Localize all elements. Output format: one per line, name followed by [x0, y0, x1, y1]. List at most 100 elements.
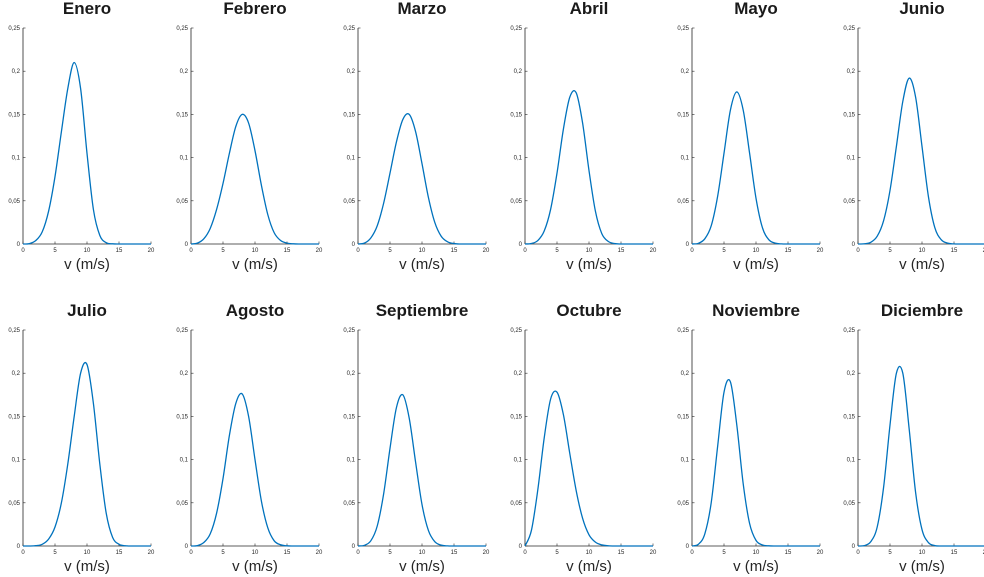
data-point [691, 545, 692, 546]
x-axis-label: v (m/s) [899, 256, 945, 273]
data-point [242, 393, 243, 394]
x-tick-label: 10 [919, 550, 926, 556]
y-tick-label: 0,05 [510, 199, 522, 205]
data-point [229, 153, 230, 154]
data-point [595, 542, 596, 543]
data-point [190, 545, 191, 546]
subplot-septiembre: Septiembre 0 0,05 0,1 0,15 0,2 0,25 0 5 10 15 20 v (… [343, 301, 490, 575]
subplot-title: Septiembre [376, 301, 469, 320]
data-point [717, 196, 718, 197]
data-point [800, 545, 801, 546]
data-point [813, 545, 814, 546]
y-tick-label: 0,1 [681, 156, 690, 162]
data-point [370, 237, 371, 238]
data-point [582, 122, 583, 123]
x-tick-label: 5 [555, 550, 559, 556]
data-point [928, 542, 929, 543]
x-tick-label: 10 [252, 550, 259, 556]
data-point [883, 220, 884, 221]
x-tick-label: 15 [618, 550, 625, 556]
data-point [318, 545, 319, 546]
y-tick-label: 0 [185, 544, 189, 550]
y-tick-label: 0,15 [176, 414, 188, 420]
data-point [80, 88, 81, 89]
data-point [550, 399, 551, 400]
data-point [299, 545, 300, 546]
data-point [608, 545, 609, 546]
y-tick-label: 0,05 [677, 199, 689, 205]
data-point [921, 529, 922, 530]
y-tick-label: 0,05 [8, 199, 20, 205]
data-point [723, 392, 724, 393]
data-point [421, 163, 422, 164]
data-point [953, 545, 954, 546]
data-point [947, 545, 948, 546]
y-tick-label: 0,05 [176, 199, 188, 205]
data-point [749, 523, 750, 524]
x-tick-label: 20 [983, 248, 984, 254]
data-point [711, 502, 712, 503]
subplot-title: Agosto [226, 301, 285, 320]
data-point [608, 241, 609, 242]
x-tick-label: 10 [753, 248, 760, 254]
data-point [640, 243, 641, 244]
subplot-julio: Julio 0 0,05 0,1 0,15 0,2 0,25 0 5 10 15 20 v (m/s) [8, 301, 155, 575]
data-point [466, 243, 467, 244]
data-point [54, 526, 55, 527]
data-point [428, 530, 429, 531]
x-tick-label: 20 [316, 550, 323, 556]
data-point [717, 446, 718, 447]
x-tick-label: 20 [148, 550, 155, 556]
data-point [447, 241, 448, 242]
data-point [144, 243, 145, 244]
data-point [979, 243, 980, 244]
data-point [743, 109, 744, 110]
y-tick-label: 0,05 [8, 501, 20, 507]
data-point [915, 97, 916, 98]
data-point [691, 243, 692, 244]
data-point [762, 227, 763, 228]
subplot-febrero: Febrero 0 0,05 0,1 0,15 0,2 0,25 0 5 10 15 20 v (m/s… [176, 0, 323, 273]
distribution-curve [691, 91, 820, 245]
y-tick-label: 0,05 [677, 501, 689, 507]
distribution-curve [22, 361, 151, 547]
data-point [768, 545, 769, 546]
data-point [947, 243, 948, 244]
data-point [473, 545, 474, 546]
x-tick-label: 10 [84, 550, 91, 556]
data-point [646, 243, 647, 244]
subplot-title: Junio [899, 0, 944, 18]
y-tick-label: 0,05 [176, 501, 188, 507]
y-tick-label: 0,1 [847, 156, 856, 162]
subplot-title: Diciembre [881, 301, 963, 320]
x-axis-label: v (m/s) [64, 558, 110, 575]
data-point [544, 437, 545, 438]
y-tick-label: 0,2 [180, 371, 189, 377]
data-point [216, 513, 217, 514]
data-point [112, 243, 113, 244]
data-point [421, 504, 422, 505]
data-point [723, 153, 724, 154]
x-tick-label: 0 [21, 550, 25, 556]
x-tick-label: 15 [785, 248, 792, 254]
data-point [896, 146, 897, 147]
data-point [125, 545, 126, 546]
data-point [736, 91, 737, 92]
data-point [966, 243, 967, 244]
data-point [941, 545, 942, 546]
x-tick-label: 10 [419, 550, 426, 556]
x-tick-label: 20 [316, 248, 323, 254]
data-point [877, 526, 878, 527]
y-tick-label: 0,15 [510, 414, 522, 420]
distribution-curve [22, 61, 151, 245]
x-tick-label: 10 [753, 550, 760, 556]
data-point [80, 373, 81, 374]
distribution-curve [190, 392, 319, 547]
subplot-enero: Enero 0 0,05 0,1 0,15 0,2 0,25 0 5 10 15 20 v (m/s) [8, 0, 155, 273]
data-point [99, 463, 100, 464]
data-point [29, 545, 30, 546]
y-tick-label: 0,1 [347, 458, 356, 464]
x-tick-label: 0 [690, 550, 694, 556]
data-point [775, 243, 776, 244]
